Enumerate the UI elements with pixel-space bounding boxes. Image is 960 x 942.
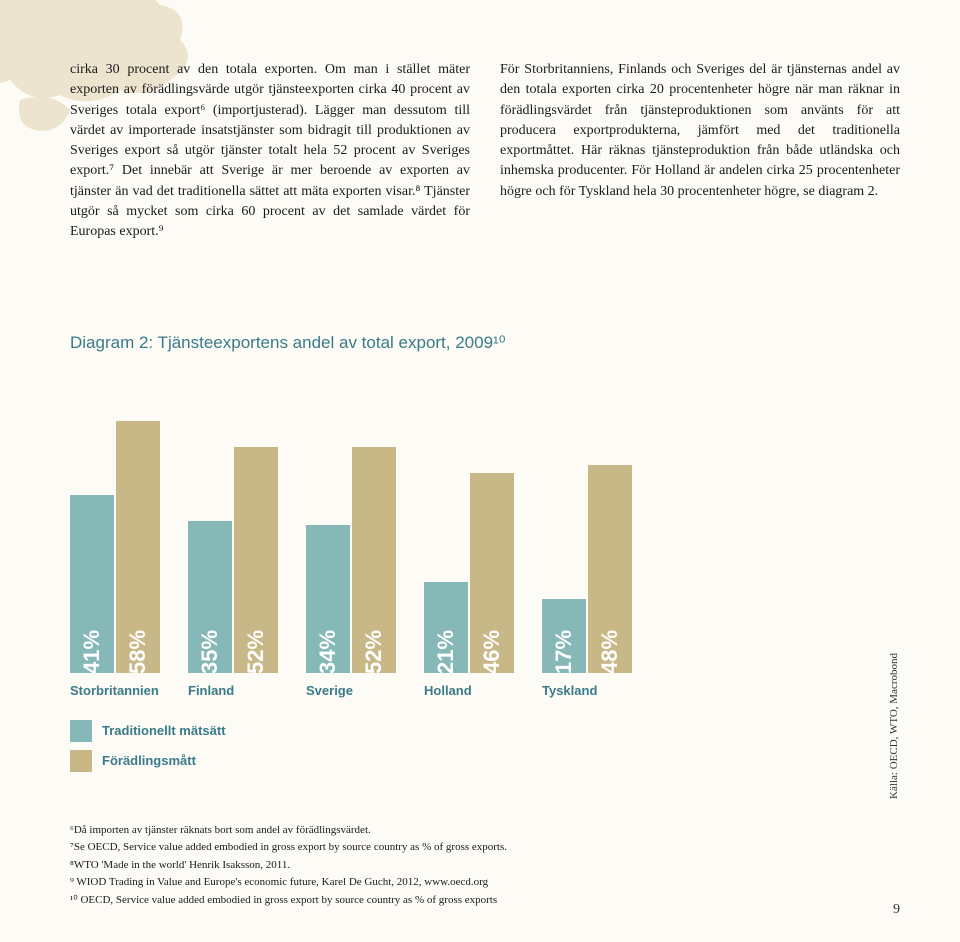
bar-group: 41% 58% [70,421,160,672]
chart-legend: Traditionellt mätsätt Förädlingsmått [70,720,900,772]
bar-value-label: 48% [597,630,623,674]
left-column: cirka 30 procent av den totala exporten.… [70,60,470,243]
bar-traditional: 35% [188,521,232,673]
footnotes: ⁶Då importen av tjänster räknats bort so… [70,822,900,909]
footnote-8: ⁸WTO 'Made in the world' Henrik Isaksson… [70,857,900,874]
bar-group: 17% 48% [542,465,632,673]
legend-label-traditional: Traditionellt mätsätt [102,723,226,738]
bar-value-label: 41% [79,630,105,674]
bar-group: 35% 52% [188,447,278,672]
bar-value-added: 58% [116,421,160,672]
bar-value-label: 35% [197,630,223,674]
bar-value-added: 52% [234,447,278,672]
bar-chart: 41% 58% 35% 52% 34% 52% 21% 46% 17% 48% [70,393,900,673]
legend-item-value-added: Förädlingsmått [70,750,900,772]
footnote-10: ¹⁰ OECD, Service value added embodied in… [70,892,900,909]
bar-value-added: 46% [470,473,514,672]
chart-title: Diagram 2: Tjänsteexportens andel av tot… [70,333,900,353]
bar-value-label: 58% [125,630,151,674]
legend-label-value-added: Förädlingsmått [102,753,196,768]
bar-traditional: 34% [306,525,350,672]
legend-swatch-value-added [70,750,92,772]
footnote-9: ⁹ WIOD Trading in Value and Europe's eco… [70,874,900,891]
footnote-6: ⁶Då importen av tjänster räknats bort so… [70,822,900,839]
bar-value-label: 52% [361,630,387,674]
bar-value-added: 48% [588,465,632,673]
bar-value-label: 52% [243,630,269,674]
bar-value-added: 52% [352,447,396,672]
country-label: Finland [188,683,278,698]
bar-value-label: 34% [315,630,341,674]
bar-traditional: 17% [542,599,586,673]
chart-section: Diagram 2: Tjänsteexportens andel av tot… [70,333,900,772]
footnote-7: ⁷Se OECD, Service value added embodied i… [70,839,900,856]
bar-traditional: 21% [424,582,468,673]
page-number: 9 [893,902,900,918]
legend-swatch-traditional [70,720,92,742]
bar-value-label: 17% [551,630,577,674]
bar-group: 34% 52% [306,447,396,672]
right-column: För Storbritanniens, Finlands och Sverig… [500,60,900,243]
bar-value-label: 21% [433,630,459,674]
bar-group: 21% 46% [424,473,514,672]
bar-value-label: 46% [479,630,505,674]
body-columns: cirka 30 procent av den totala exporten.… [70,60,900,243]
legend-item-traditional: Traditionellt mätsätt [70,720,900,742]
bar-traditional: 41% [70,495,114,673]
country-label: Storbritannien [70,683,160,698]
country-label: Holland [424,683,514,698]
country-label: Sverige [306,683,396,698]
chart-source: Källa: OECD, WTO, Macrobond [888,653,900,799]
country-label: Tyskland [542,683,632,698]
country-labels: Storbritannien Finland Sverige Holland Tyskl… [70,683,900,698]
